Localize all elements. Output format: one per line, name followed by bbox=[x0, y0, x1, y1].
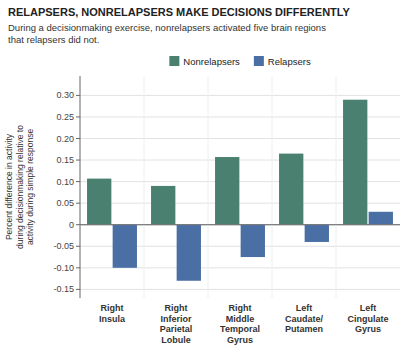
bar bbox=[113, 225, 137, 268]
group-divider bbox=[336, 76, 337, 298]
category-label: RightMiddleTemporalGyrus bbox=[220, 303, 260, 345]
text-line: During a decisionmaking exercise, nonrel… bbox=[8, 22, 326, 33]
text-line: Parietal bbox=[160, 324, 193, 334]
group-divider bbox=[272, 76, 273, 298]
bar bbox=[369, 212, 393, 225]
chart-container: RELAPSERS, NONRELAPSERS MAKE DECISIONS D… bbox=[0, 0, 408, 360]
tick-mark bbox=[76, 138, 80, 139]
tick-label: -0.05 bbox=[53, 241, 74, 251]
tick-mark bbox=[76, 246, 80, 247]
tick-label: -0.15 bbox=[53, 284, 74, 294]
tick-label: 0.15 bbox=[56, 155, 74, 165]
legend-label: Nonrelapsers bbox=[183, 56, 240, 67]
text-line: Left bbox=[360, 303, 377, 313]
bar bbox=[215, 157, 239, 225]
category-label: RightInsula bbox=[99, 303, 126, 324]
y-axis-label: Percent difference in activityduring dec… bbox=[4, 125, 35, 249]
text-line: activity during simple response bbox=[25, 129, 35, 245]
category-label: RightInferiorParietalLobule bbox=[160, 303, 193, 345]
tick-label: 0.25 bbox=[56, 112, 74, 122]
tick-mark bbox=[76, 181, 80, 182]
subtitle: During a decisionmaking exercise, nonrel… bbox=[8, 22, 326, 45]
bar bbox=[177, 225, 201, 281]
text-line: Right bbox=[101, 303, 124, 313]
tick-label: 0.10 bbox=[56, 177, 74, 187]
text-line: Middle bbox=[226, 314, 255, 324]
grid-line bbox=[80, 95, 400, 96]
text-line: Cingulate bbox=[347, 314, 388, 324]
legend-item: Relapsers bbox=[254, 56, 311, 67]
y-ticks: -0.15 -0.10 -0.05 0 0.05 0.10 0.15 0.20 0.25 0.30 bbox=[53, 90, 80, 294]
grid-line bbox=[80, 289, 400, 290]
bar bbox=[343, 100, 367, 225]
text-line: Right bbox=[165, 303, 188, 313]
bar bbox=[151, 186, 175, 225]
text-line: Inferior bbox=[160, 314, 192, 324]
text-line: that relapsers did not. bbox=[8, 34, 99, 45]
text-line: Percent difference in activity bbox=[4, 133, 14, 240]
legend-item: Nonrelapsers bbox=[169, 56, 240, 67]
tick-mark bbox=[76, 203, 80, 204]
text-line: Right bbox=[229, 303, 252, 313]
text-line: Putamen bbox=[285, 324, 323, 334]
tick-mark bbox=[76, 224, 80, 225]
zero-line bbox=[80, 224, 400, 225]
text-line: Left bbox=[296, 303, 313, 313]
tick-label: 0.30 bbox=[56, 90, 74, 100]
text-line: Caudate/ bbox=[285, 314, 324, 324]
bar bbox=[87, 179, 111, 225]
tick-label: -0.10 bbox=[53, 263, 74, 273]
bar bbox=[279, 154, 303, 225]
grid bbox=[80, 95, 400, 289]
tick-mark bbox=[76, 289, 80, 290]
category-label: LeftCaudate/Putamen bbox=[285, 303, 324, 334]
bar bbox=[305, 225, 329, 242]
text-line: during decisionmaking relative to bbox=[15, 125, 25, 249]
legend-label: Relapsers bbox=[268, 56, 311, 67]
bar bbox=[241, 225, 265, 257]
text-line: Lobule bbox=[161, 335, 191, 345]
group-divider bbox=[144, 76, 145, 298]
legend: Nonrelapsers Relapsers bbox=[169, 56, 311, 67]
title: RELAPSERS, NONRELAPSERS MAKE DECISIONS D… bbox=[8, 6, 351, 18]
legend-swatch bbox=[169, 56, 179, 66]
chart: RELAPSERS, NONRELAPSERS MAKE DECISIONS D… bbox=[0, 0, 408, 360]
tick-mark bbox=[76, 116, 80, 117]
text-line: Insula bbox=[99, 314, 126, 324]
y-axis-line bbox=[80, 76, 81, 298]
tick-mark bbox=[76, 160, 80, 161]
group-divider bbox=[208, 76, 209, 298]
text-line: Gyrus bbox=[355, 324, 381, 334]
text-line: Gyrus bbox=[227, 335, 253, 345]
category-label: LeftCingulateGyrus bbox=[347, 303, 388, 334]
tick-label: 0.20 bbox=[56, 134, 74, 144]
page: {"chart_data": { "type": "bar", "title":… bbox=[0, 0, 408, 360]
tick-mark bbox=[76, 95, 80, 96]
tick-label: 0.05 bbox=[56, 198, 74, 208]
bars bbox=[87, 100, 393, 281]
tick-label: 0 bbox=[69, 220, 74, 230]
grid-line bbox=[80, 224, 400, 225]
tick-mark bbox=[76, 267, 80, 268]
legend-swatch bbox=[254, 56, 264, 66]
text-line: Temporal bbox=[220, 324, 260, 334]
